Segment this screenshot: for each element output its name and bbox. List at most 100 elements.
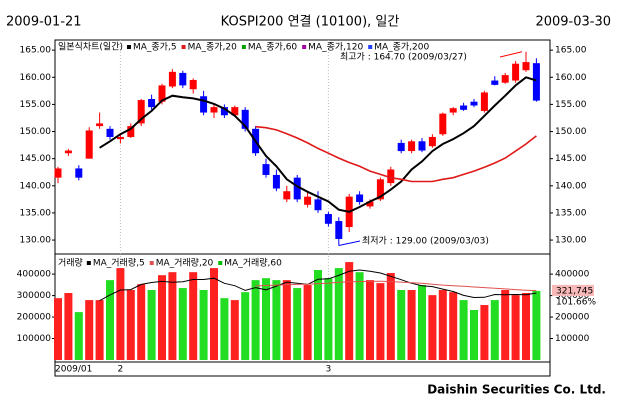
candle-body [532,63,540,101]
legend-title: 일본식차트(일간) [58,41,123,53]
volume-bar [418,285,426,360]
legend-swatch [86,261,91,265]
legend-entry: MA_거래량,60 [224,257,282,269]
volume-bar [490,300,499,360]
start-date: 2009-01-21 [6,15,82,30]
candle-body [324,214,332,224]
y-tick-label: 130.00 [20,236,52,246]
y-tick-label: 145.00 [20,154,52,164]
candle-body [387,169,395,184]
candle-body [210,107,218,113]
volume-bar [366,280,374,360]
volume-bar [386,273,395,360]
candle-body [480,92,488,111]
volume-bar [428,295,437,360]
y-tick-label: 135.00 [555,208,587,218]
y-tick-label: 140.00 [20,181,52,191]
volume-bar [282,280,291,360]
legend-entry: MA_종가,20 [188,42,238,53]
volume-bar [241,292,250,360]
y-tick-label: 300000 [555,291,590,301]
candle-body [397,142,405,152]
y-tick-label: 400000 [555,270,590,280]
min-annotation: 최저가 : 129.00 (2009/03/03) [362,236,489,247]
legend-entry: MA_종가,5 [133,42,177,53]
candle-body [428,136,436,147]
legend-swatch [126,45,131,49]
frame [54,39,551,377]
candle-body [470,101,478,106]
ratio-label: 101.66% [556,297,596,307]
legend-swatch [181,45,186,49]
y-tick-label: 160.00 [555,73,587,83]
volume-bar [116,268,125,360]
ma-line [255,125,537,183]
volume-bar [334,268,343,360]
x-tick-label: 2 [118,365,124,375]
volume-bar [106,280,114,360]
volume-bar [126,289,135,360]
y-tick-label: 135.00 [20,208,52,218]
x-tick-label: 2009/01 [55,365,92,375]
candle-body [449,108,457,113]
volume-bar [501,289,510,360]
volume-bar [272,280,281,360]
candle-body [408,141,416,152]
candle-body [356,194,364,203]
candle-body [189,79,197,90]
legend-entry: MA_종가,200 [374,42,429,53]
volume-bar [230,300,239,360]
footer: Daishin Securities Co. Ltd. [427,383,606,397]
legend-title: 거래량 [58,257,83,269]
ma-line [99,76,537,213]
candle-body [314,199,322,211]
legend-swatch [149,261,154,265]
candle-body [231,107,239,116]
last-value-label: 321,745 [556,286,593,296]
candle-body [168,71,176,87]
y-tick-label: 155.00 [555,100,587,110]
candle-body [376,179,384,200]
volume-bar [210,268,218,360]
volume-bar [397,289,406,360]
candle-body [491,80,499,85]
legend-entry: MA_종가,60 [248,42,298,53]
y-tick-label: 200000 [555,313,590,323]
candle-body [460,105,468,110]
legend-swatch [368,45,373,49]
volume-bar [293,288,302,360]
volume-bar [158,275,166,360]
volume-bar [178,288,187,360]
volume-bar [314,270,322,360]
y-tick-label: 165.00 [555,46,587,56]
legend-swatch [302,45,307,49]
ma-line [99,269,537,302]
candle-body [283,191,291,200]
y-tick-label: 150.00 [20,127,52,137]
max-annotation: 최고가 : 164.70 (2009/03/27) [340,52,467,63]
volume-bar [407,289,416,360]
y-tick-label: 165.00 [20,46,52,56]
volume-bar [532,290,541,360]
candle-body [148,98,156,108]
volume-bar [449,292,458,360]
y-tick-label: 300000 [17,291,52,301]
volume-bar [438,289,447,360]
volume-bar [147,289,156,360]
volume-bar [459,300,468,360]
candle-body [85,130,93,159]
end-date: 2009-03-30 [535,15,611,30]
candle-body [75,168,83,178]
candle-body [293,177,301,200]
legend-swatch [241,45,246,49]
volume-bar [189,272,198,360]
candle-body [439,113,447,135]
volume-bar [511,295,520,360]
candle-body [54,168,62,178]
legend-entry: MA_종가,120 [308,42,363,53]
volume-bar [64,293,73,360]
legend-entry: MA_거래량,5 [93,257,145,269]
y-tick-label: 140.00 [555,181,587,191]
volume-bar [85,300,94,360]
